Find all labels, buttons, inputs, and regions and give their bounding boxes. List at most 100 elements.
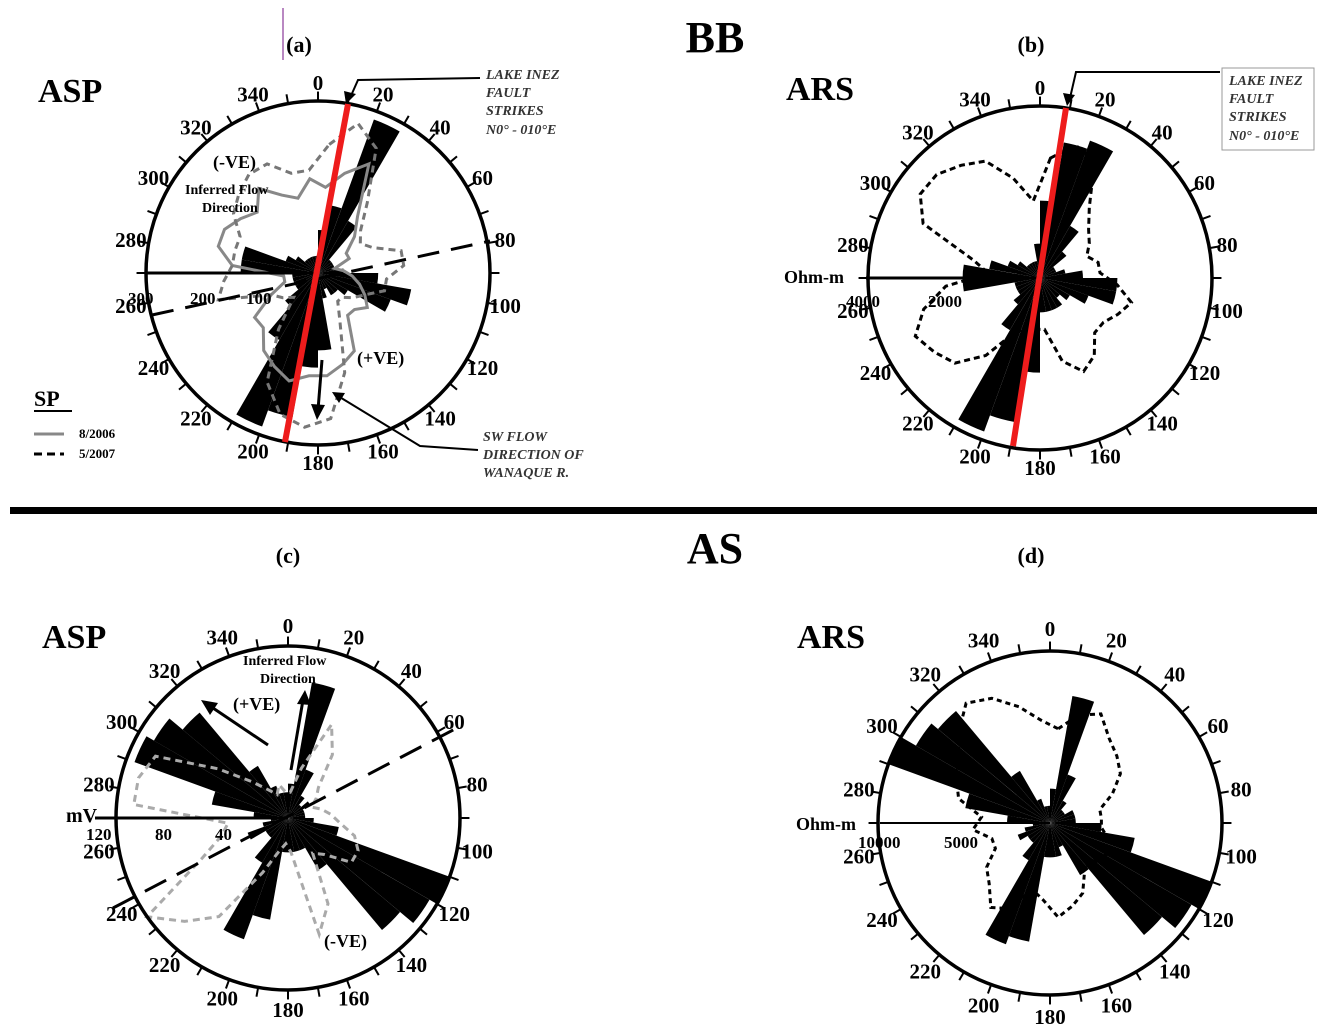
compass-label-c-140: 140 (396, 953, 428, 977)
compass-label-d-0: 0 (1045, 617, 1056, 641)
compass-label-a-200: 200 (237, 440, 269, 464)
petal-d-290 (888, 737, 1050, 823)
panel-b: (b) ARS 0 20 40 60 80 100 120 140 160 180 200 220 24… (784, 32, 1315, 480)
petal-a-170 (318, 273, 332, 351)
petal-b-300 (1017, 261, 1040, 278)
petal-b-20 (1040, 140, 1114, 278)
compass-label-a-140: 140 (424, 407, 456, 431)
flow-arrowhead-c-1 (201, 700, 218, 715)
compass-label-b-100: 100 (1211, 299, 1243, 323)
panel-a: (a) ASP 0 20 40 60 80 100 120 140 160 180 200 220 24… (34, 32, 584, 481)
petal-b-40 (1040, 251, 1067, 278)
ve-negative-c: (-VE) (324, 931, 367, 952)
fault-arrow-b (1069, 71, 1220, 99)
petal-d-50 (1050, 811, 1065, 823)
petal-c-340 (279, 792, 288, 818)
petal-a-70 (318, 267, 335, 273)
compass-label-a-240: 240 (138, 356, 170, 380)
series-a (216, 121, 406, 429)
fault-note-b-3: STRIKES (1229, 110, 1287, 125)
petal-d-70 (1050, 814, 1076, 823)
compass-label-a-280: 280 (115, 228, 147, 252)
petal-d-270 (1007, 815, 1050, 823)
fault-note-b-2: FAULT (1228, 92, 1275, 107)
compass-label-d-240: 240 (866, 908, 898, 932)
petal-d-170 (1050, 823, 1056, 858)
legend-title-a: SP (34, 386, 60, 411)
petal-d-120 (1050, 823, 1192, 928)
panel-c: (c) ASP 0 20 40 60 80 100 120 140 160 180 200 220 24… (42, 543, 493, 1022)
radial-label-c-40: 40 (215, 825, 232, 844)
petal-d-100 (1050, 823, 1135, 853)
series-line-c-0 (132, 719, 360, 940)
compass-label-d-260: 260 (843, 845, 875, 869)
petal-c-120 (288, 818, 430, 923)
petal-b-10 (1040, 142, 1088, 278)
compass-ticks-a: 0 20 40 60 80 100 120 140 160 180 200 220 240 260 280 3… (115, 71, 521, 475)
petal-b-250 (1014, 278, 1040, 287)
compass-label-a-260: 260 (115, 294, 147, 318)
petal-c-150 (288, 818, 306, 851)
radial-label-c-120: 120 (86, 825, 112, 844)
compass-label-d-200: 200 (968, 993, 1000, 1017)
petal-c-280 (211, 791, 288, 818)
fault-note-a-3: STRIKES (486, 104, 544, 119)
sw-arrowhead-a (332, 392, 345, 403)
compass-label-c-0: 0 (283, 614, 294, 638)
flow-arrowhead-c-2 (297, 690, 311, 705)
petal-d-280 (965, 793, 1050, 823)
petal-c-140 (288, 818, 327, 871)
petal-b-150 (1040, 278, 1058, 311)
flow-label-a-1: Inferred Flow (185, 183, 269, 198)
petal-a-190 (268, 273, 318, 417)
compass-ticks-c: 0 20 40 60 80 100 120 140 160 180 200 220 240 260 280 3… (83, 614, 493, 1022)
petal-b-60 (1040, 269, 1057, 278)
petal-c-100 (288, 818, 339, 836)
flow-label-c-2: Direction (260, 672, 316, 687)
panel-label-b: (b) (1018, 32, 1045, 57)
compass-label-c-300: 300 (106, 710, 138, 734)
petal-b-200 (958, 278, 1040, 432)
series-line-b-0 (913, 143, 1134, 374)
petal-d-20 (1050, 774, 1076, 823)
petal-d-300 (915, 723, 1050, 823)
compass-label-d-160: 160 (1101, 993, 1133, 1017)
petal-b-70 (1040, 269, 1066, 278)
petal-a-100 (318, 273, 412, 306)
petal-b-30 (1040, 225, 1079, 278)
fault-note-a-1: LAKE INEZ (485, 68, 560, 83)
fault-arrow-a (349, 77, 481, 99)
petal-d-250 (1024, 823, 1050, 832)
compass-label-a-40: 40 (430, 116, 451, 140)
compass-label-d-320: 320 (910, 662, 942, 686)
compass-label-a-220: 220 (180, 407, 212, 431)
compass-label-d-220: 220 (910, 960, 942, 984)
flow-arrow-c-2 (289, 699, 305, 771)
petal-c-80 (288, 815, 306, 818)
petal-c-70 (288, 812, 305, 818)
compass-label-c-80: 80 (467, 773, 488, 797)
site-label-as: AS (687, 524, 743, 573)
petal-b-220 (1013, 278, 1040, 305)
petal-d-330 (1037, 798, 1050, 823)
fault-arrowhead-a (344, 91, 356, 104)
compass-label-b-0: 0 (1035, 76, 1046, 100)
compass-label-b-180: 180 (1024, 456, 1056, 480)
petal-a-10 (318, 205, 342, 273)
compass-label-c-180: 180 (272, 998, 304, 1022)
petal-a-50 (318, 261, 333, 273)
compass-label-a-80: 80 (495, 228, 516, 252)
unit-label-b: Ohm-m (784, 267, 844, 287)
petal-a-20 (318, 119, 400, 273)
panel-title-d: ARS (797, 619, 865, 656)
flow-arrow-c-1 (209, 704, 269, 747)
fault-note-b-1: LAKE INEZ (1228, 74, 1303, 89)
petal-a-110 (318, 273, 391, 312)
compass-label-a-100: 100 (489, 294, 521, 318)
petal-a-60 (318, 264, 335, 273)
compass-ticks-b: 0 20 40 60 80 100 120 140 160 180 200 220 240 260 280 3… (837, 76, 1243, 480)
ve-negative-a: (-VE) (213, 152, 256, 173)
compass-label-b-280: 280 (837, 233, 869, 257)
legend-label-2006: 8/2006 (79, 426, 116, 441)
radial-label-a-100: 100 (246, 289, 272, 308)
